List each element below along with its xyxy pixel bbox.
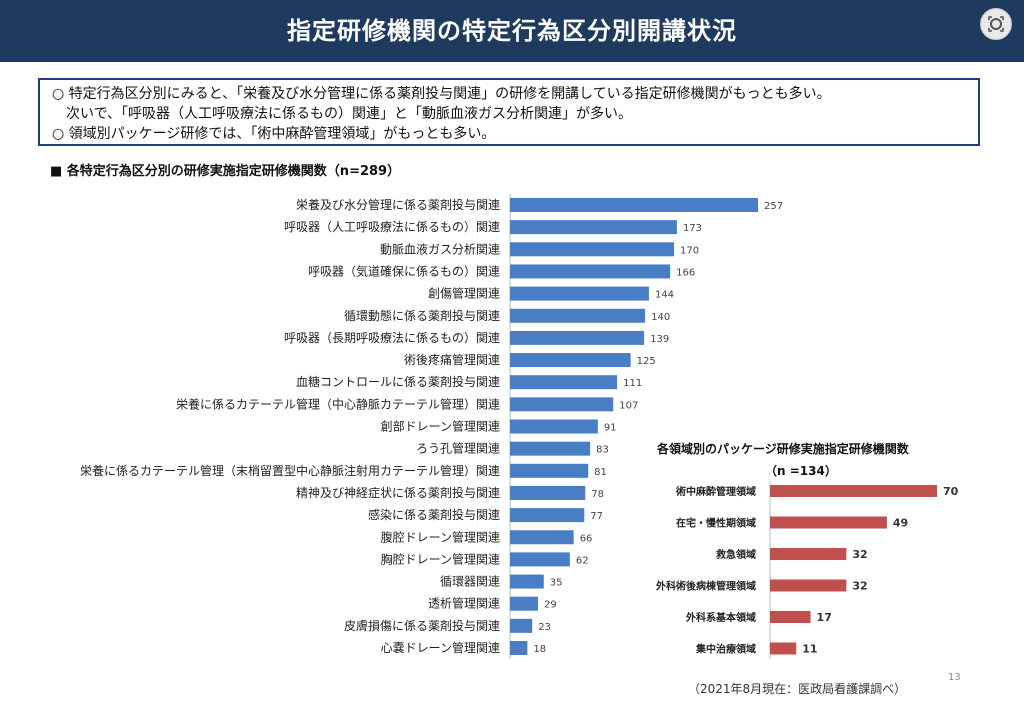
sub-chart-value-label: 11 (802, 643, 817, 656)
main-chart-bar (510, 552, 570, 567)
sub-chart-value-label: 17 (817, 611, 832, 624)
main-chart-value-label: 107 (619, 400, 638, 411)
main-chart-value-label: 144 (655, 290, 674, 301)
main-chart-category-label: 透析管理関連 (428, 596, 500, 611)
main-chart-bar (510, 441, 591, 456)
main-chart-value-label: 170 (680, 245, 699, 256)
main-chart-value-label: 91 (604, 423, 617, 434)
main-chart-bar (510, 242, 675, 257)
main-chart-value-label: 35 (550, 578, 563, 589)
main-chart-category-label: 循環器関連 (440, 575, 500, 589)
main-chart-value-label: 139 (650, 334, 669, 345)
main-chart-value-label: 111 (623, 378, 642, 389)
sub-chart-category-label: 救急領域 (716, 548, 756, 561)
sub-chart-title: 各領域別のパッケージ研修実施指定研修機関数 (657, 442, 909, 456)
main-chart-value-label: 257 (764, 201, 783, 212)
main-chart-category-label: 栄養及び水分管理に係る薬剤投与関連 (296, 197, 500, 212)
summary-line-3: ○ 領域別パッケージ研修では、「術中麻酔管理領域」がもっとも多い。 (52, 126, 496, 142)
sub-chart-category-label: 在宅・慢性期領域 (676, 517, 756, 530)
main-chart-category-label: ろう孔管理関連 (416, 441, 500, 456)
main-chart-value-label: 140 (651, 312, 670, 323)
main-chart-bar (510, 330, 645, 345)
main-chart-value-label: 62 (576, 555, 589, 566)
main-chart-category-label: 術後疼痛管理関連 (404, 352, 500, 367)
sub-chart-category-label: 外科術後病棟管理領域 (655, 580, 756, 593)
sub-chart-category-label: 集中治療領域 (695, 643, 756, 656)
main-chart-category-label: 動脈血液ガス分析関連 (380, 241, 500, 256)
main-chart-bar (510, 198, 758, 212)
source-note: （2021年8月現在：医政局看護課調べ） (688, 682, 907, 696)
main-chart-category-label: 心嚢ドレーン管理関連 (381, 640, 500, 655)
sub-chart-value-label: 32 (852, 548, 867, 561)
summary-box: ○ 特定行為区分別にみると、「栄養及び水分管理に係る薬剤投与関連」の研修を開講し… (38, 78, 980, 146)
sub-bar-chart: 術中麻酔管理領域 70 在宅・慢性期領域 49 救急領域 32 外科術後病棟管理領域 32 外科… (655, 481, 959, 659)
main-chart-category-label: 栄養に係るカテーテル管理（末梢留置型中心静脈注射用カテーテル管理）関連 (80, 463, 500, 478)
page-title: 指定研修機関の特定行為区分別開講状況 (287, 17, 737, 45)
main-chart-category-label: 栄養に係るカテーテル管理（中心静脈カテーテル管理）関連 (176, 396, 500, 411)
sub-chart-bar (770, 611, 811, 623)
main-chart-title: ■ 各特定行為区分別の研修実施指定研修機関数（n=289） (50, 164, 401, 179)
main-chart-value-label: 83 (596, 445, 609, 456)
main-chart-bar (510, 618, 533, 633)
main-chart-category-label: 呼吸器（人工呼吸療法に係るもの）関連 (284, 220, 500, 234)
page-number: 13 (948, 672, 961, 683)
sub-chart-bar (770, 485, 937, 497)
sub-chart-category-label: 術中麻酔管理領域 (675, 485, 756, 498)
main-chart-bar (510, 530, 574, 545)
main-chart-bar (510, 419, 598, 434)
main-chart-category-label: 呼吸器（気道確保に係るもの）関連 (308, 263, 500, 278)
sub-chart-value-label: 49 (893, 517, 908, 530)
main-chart-value-label: 166 (676, 267, 695, 278)
main-chart-bar (510, 397, 614, 412)
main-chart-bar (510, 641, 528, 655)
main-chart-bar (510, 375, 618, 390)
main-chart-category-label: 創部ドレーン管理関連 (381, 419, 500, 434)
main-chart-category-label: 精神及び神経症状に係る薬剤投与関連 (296, 485, 500, 500)
main-bar-chart: 栄養及び水分管理に係る薬剤投与関連 257 呼吸器（人工呼吸療法に係るもの）関連 17… (80, 194, 783, 659)
lens-icon (988, 16, 1004, 32)
main-chart-bar (510, 596, 538, 611)
sub-chart-bar (770, 548, 847, 560)
main-chart-value-label: 125 (637, 356, 656, 367)
main-chart-value-label: 173 (683, 223, 702, 234)
main-chart-category-label: 呼吸器（長期呼吸療法に係るもの）関連 (284, 331, 500, 345)
main-chart-category-label: 創傷管理関連 (428, 286, 500, 301)
main-chart-category-label: 腹腔ドレーン管理関連 (381, 529, 500, 544)
main-chart-value-label: 81 (594, 467, 607, 478)
sub-chart-subtitle: （n =134） (765, 464, 837, 478)
sub-chart-value-label: 70 (943, 485, 959, 498)
main-chart-bar (510, 574, 544, 589)
sub-chart-bar (770, 642, 797, 655)
sub-chart-category-label: 外科系基本領域 (685, 611, 756, 624)
main-chart-value-label: 18 (533, 644, 546, 655)
main-chart-bar (510, 220, 677, 235)
main-chart-bar (510, 485, 586, 500)
main-chart-value-label: 29 (544, 600, 557, 611)
summary-line-2: 次いで、「呼吸器（人工呼吸療法に係るもの）関連」と「動脈血液ガス分析関連」が多い… (52, 106, 633, 122)
sub-chart-bar (770, 579, 847, 592)
main-chart-bar (510, 463, 589, 478)
main-chart-category-label: 感染に係る薬剤投与関連 (368, 507, 500, 522)
main-chart-category-label: 胸腔ドレーン管理関連 (381, 551, 500, 566)
main-chart-bar (510, 286, 649, 301)
sub-chart-bar (770, 516, 887, 529)
main-chart-value-label: 23 (538, 622, 551, 633)
main-chart-category-label: 血糖コントロールに係る薬剤投与関連 (296, 374, 500, 389)
sub-chart-value-label: 32 (852, 580, 867, 593)
main-chart-category-label: 循環動態に係る薬剤投与関連 (344, 308, 500, 323)
header-bar: 指定研修機関の特定行為区分別開講状況 (0, 0, 1024, 62)
main-chart-category-label: 皮膚損傷に係る薬剤投与関連 (344, 618, 500, 633)
summary-line-1: ○ 特定行為区分別にみると、「栄養及び水分管理に係る薬剤投与関連」の研修を開講し… (52, 86, 831, 102)
main-chart-value-label: 78 (591, 489, 604, 500)
main-chart-value-label: 66 (580, 533, 593, 544)
main-chart-bar (510, 264, 671, 279)
main-chart-bar (510, 508, 585, 523)
main-chart-bar (510, 308, 646, 323)
main-chart-bar (510, 353, 631, 368)
main-chart-value-label: 77 (590, 511, 603, 522)
lens-search-button[interactable] (980, 8, 1012, 40)
